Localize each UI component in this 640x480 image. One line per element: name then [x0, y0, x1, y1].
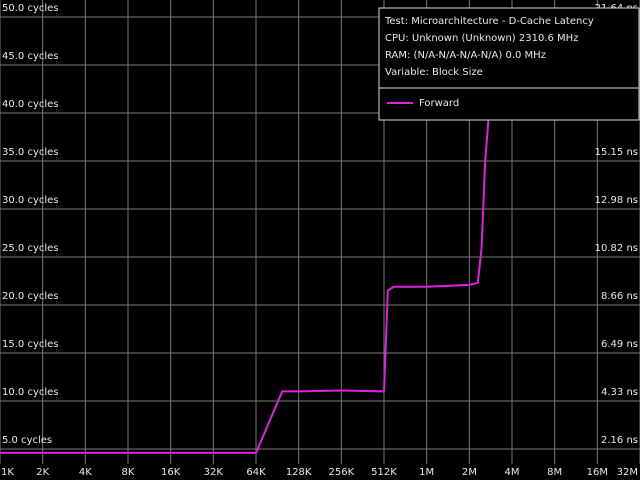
- y-tick-label: 45.0 cycles: [2, 51, 59, 62]
- y-tick-label: 10.0 cycles: [2, 387, 59, 398]
- x-tick-label: 2M: [462, 467, 477, 478]
- x-tick-label: 1M: [419, 467, 434, 478]
- y-tick-label: 5.0 cycles: [2, 435, 52, 446]
- legend: Test: Microarchitecture - D-Cache Latenc…: [378, 7, 640, 121]
- x-tick-label: 16M: [587, 467, 608, 478]
- x-tick-label: 512K: [371, 467, 397, 478]
- y2-tick-label: 2.16 ns: [601, 435, 638, 446]
- legend-label: Forward: [419, 98, 459, 109]
- x-tick-label: 256K: [329, 467, 355, 478]
- labels: 1K 2K 4K 8K 16K 32K 64K 128K 256K 512K 1M 2M 4M 8M 16M…: [1, 3, 638, 478]
- x-tick-label: 8M: [547, 467, 562, 478]
- x-tick-label: 32M: [617, 467, 638, 478]
- x-tick-label: 64K: [246, 467, 266, 478]
- info-line: CPU: Unknown (Unknown) 2310.6 MHz: [385, 33, 578, 44]
- info-line: RAM: (N/A-N/A-N/A-N/A) 0.0 MHz: [385, 50, 546, 61]
- y-tick-label: 30.0 cycles: [2, 195, 59, 206]
- y2-tick-label: 10.82 ns: [595, 243, 638, 254]
- x-tick-label: 4M: [505, 467, 520, 478]
- legend-box: [378, 7, 640, 121]
- y-tick-label: 40.0 cycles: [2, 99, 59, 110]
- plot: [0, 81, 640, 454]
- y-tick-label: 35.0 cycles: [2, 147, 59, 158]
- y2-tick-label: 8.66 ns: [601, 291, 638, 302]
- y2-tick-label: 6.49 ns: [601, 339, 638, 350]
- y2-tick-label: 4.33 ns: [601, 387, 638, 398]
- x-tick-label: 16K: [161, 467, 181, 478]
- data-line: [0, 81, 640, 454]
- y-tick-label: 15.0 cycles: [2, 339, 59, 350]
- y-tick-label: 25.0 cycles: [2, 243, 59, 254]
- y2-tick-label: 12.98 ns: [595, 195, 638, 206]
- x-tick-label: 4K: [79, 467, 92, 478]
- x-tick-label: 8K: [122, 467, 135, 478]
- y-tick-label: 50.0 cycles: [2, 3, 59, 14]
- x-tick-label: 128K: [286, 467, 312, 478]
- y-tick-label: 20.0 cycles: [2, 291, 59, 302]
- info-line: Variable: Block Size: [385, 67, 483, 78]
- info-line: Test: Microarchitecture - D-Cache Latenc…: [384, 16, 594, 27]
- y2-tick-label: 15.15 ns: [595, 147, 638, 158]
- x-tick-label: 2K: [36, 467, 49, 478]
- x-tick-label: 32K: [204, 467, 224, 478]
- x-tick-label: 1K: [1, 467, 14, 478]
